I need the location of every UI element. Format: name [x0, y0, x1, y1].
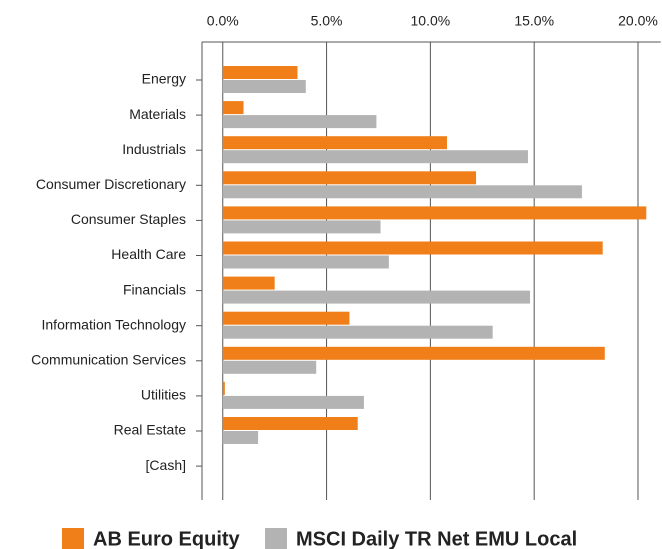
- y-tick-label: Materials: [129, 106, 186, 122]
- x-tick-label: 0.0%: [207, 13, 239, 29]
- bar: [222, 325, 493, 339]
- bar: [222, 290, 531, 304]
- y-tick-label: Consumer Staples: [71, 211, 186, 227]
- x-tick-label: 20.0%: [618, 13, 658, 29]
- legend-text: AB Euro Equity: [93, 528, 241, 549]
- y-tick-label: Energy: [142, 71, 186, 87]
- x-tick-label: 5.0%: [311, 13, 343, 29]
- x-tick-label: 15.0%: [514, 13, 554, 29]
- bar: [222, 185, 582, 199]
- legend-swatch: [265, 528, 287, 549]
- bar: [222, 136, 447, 150]
- bar: [222, 80, 306, 93]
- legend-swatch: [62, 528, 84, 549]
- y-tick-label: Real Estate: [114, 422, 187, 438]
- bar: [222, 171, 477, 185]
- bar: [222, 101, 244, 115]
- y-tick-label: Consumer Discretionary: [36, 176, 186, 192]
- bar: [222, 395, 364, 409]
- y-tick-label: Information Technology: [42, 316, 187, 332]
- y-tick-label: [Cash]: [146, 457, 186, 473]
- bar: [222, 381, 225, 395]
- bar: [222, 311, 350, 325]
- bar: [222, 255, 389, 269]
- bar: [222, 360, 317, 374]
- legend-text: MSCI Daily TR Net EMU Local: [296, 528, 577, 549]
- bar: [222, 276, 275, 290]
- y-tick-label: Utilities: [141, 387, 186, 403]
- bar: [222, 206, 647, 220]
- bar: [222, 417, 358, 430]
- x-tick-label: 10.0%: [411, 13, 451, 29]
- y-tick-label: Health Care: [111, 246, 186, 262]
- y-tick-label: Industrials: [122, 141, 186, 157]
- y-tick-label: Financials: [123, 281, 186, 297]
- bar: [222, 220, 381, 234]
- bar: [222, 115, 377, 129]
- y-tick-label: Communication Services: [31, 352, 186, 368]
- bar: [222, 66, 298, 79]
- bar: [222, 150, 528, 164]
- bar: [222, 241, 603, 255]
- bar: [222, 431, 259, 444]
- bar: [222, 346, 605, 360]
